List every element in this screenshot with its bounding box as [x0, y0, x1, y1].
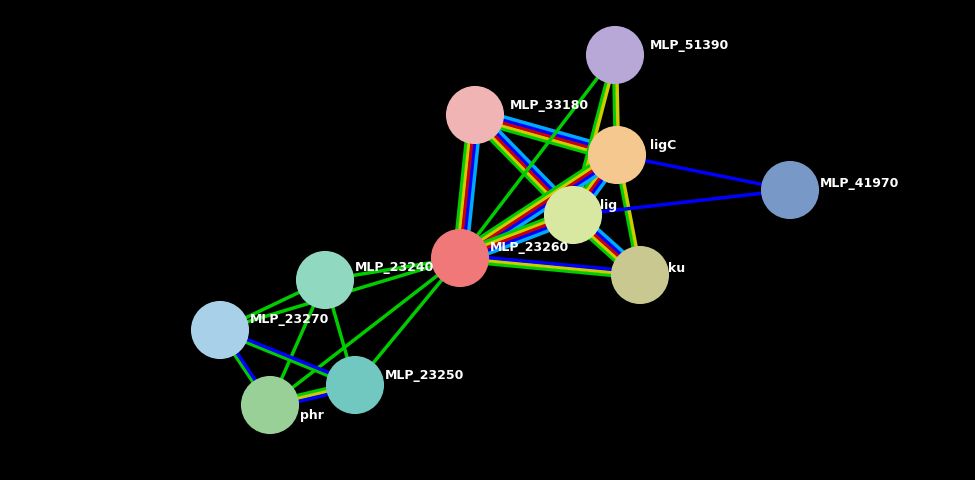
Circle shape [432, 230, 488, 286]
Text: MLP_23270: MLP_23270 [250, 313, 330, 326]
Text: MLP_23240: MLP_23240 [355, 262, 435, 275]
Circle shape [192, 302, 248, 358]
Text: lig: lig [600, 199, 617, 212]
Text: MLP_51390: MLP_51390 [650, 38, 729, 51]
Circle shape [589, 127, 645, 183]
Circle shape [545, 187, 601, 243]
Text: MLP_23260: MLP_23260 [490, 241, 569, 254]
Text: ku: ku [668, 262, 685, 275]
Circle shape [242, 377, 298, 433]
Text: phr: phr [300, 408, 324, 421]
Text: ligC: ligC [650, 139, 677, 152]
Circle shape [447, 87, 503, 143]
Circle shape [587, 27, 643, 83]
Text: MLP_23250: MLP_23250 [385, 369, 464, 382]
Circle shape [612, 247, 668, 303]
Circle shape [327, 357, 383, 413]
Circle shape [297, 252, 353, 308]
Circle shape [762, 162, 818, 218]
Text: MLP_41970: MLP_41970 [820, 177, 899, 190]
Text: MLP_33180: MLP_33180 [510, 98, 589, 111]
